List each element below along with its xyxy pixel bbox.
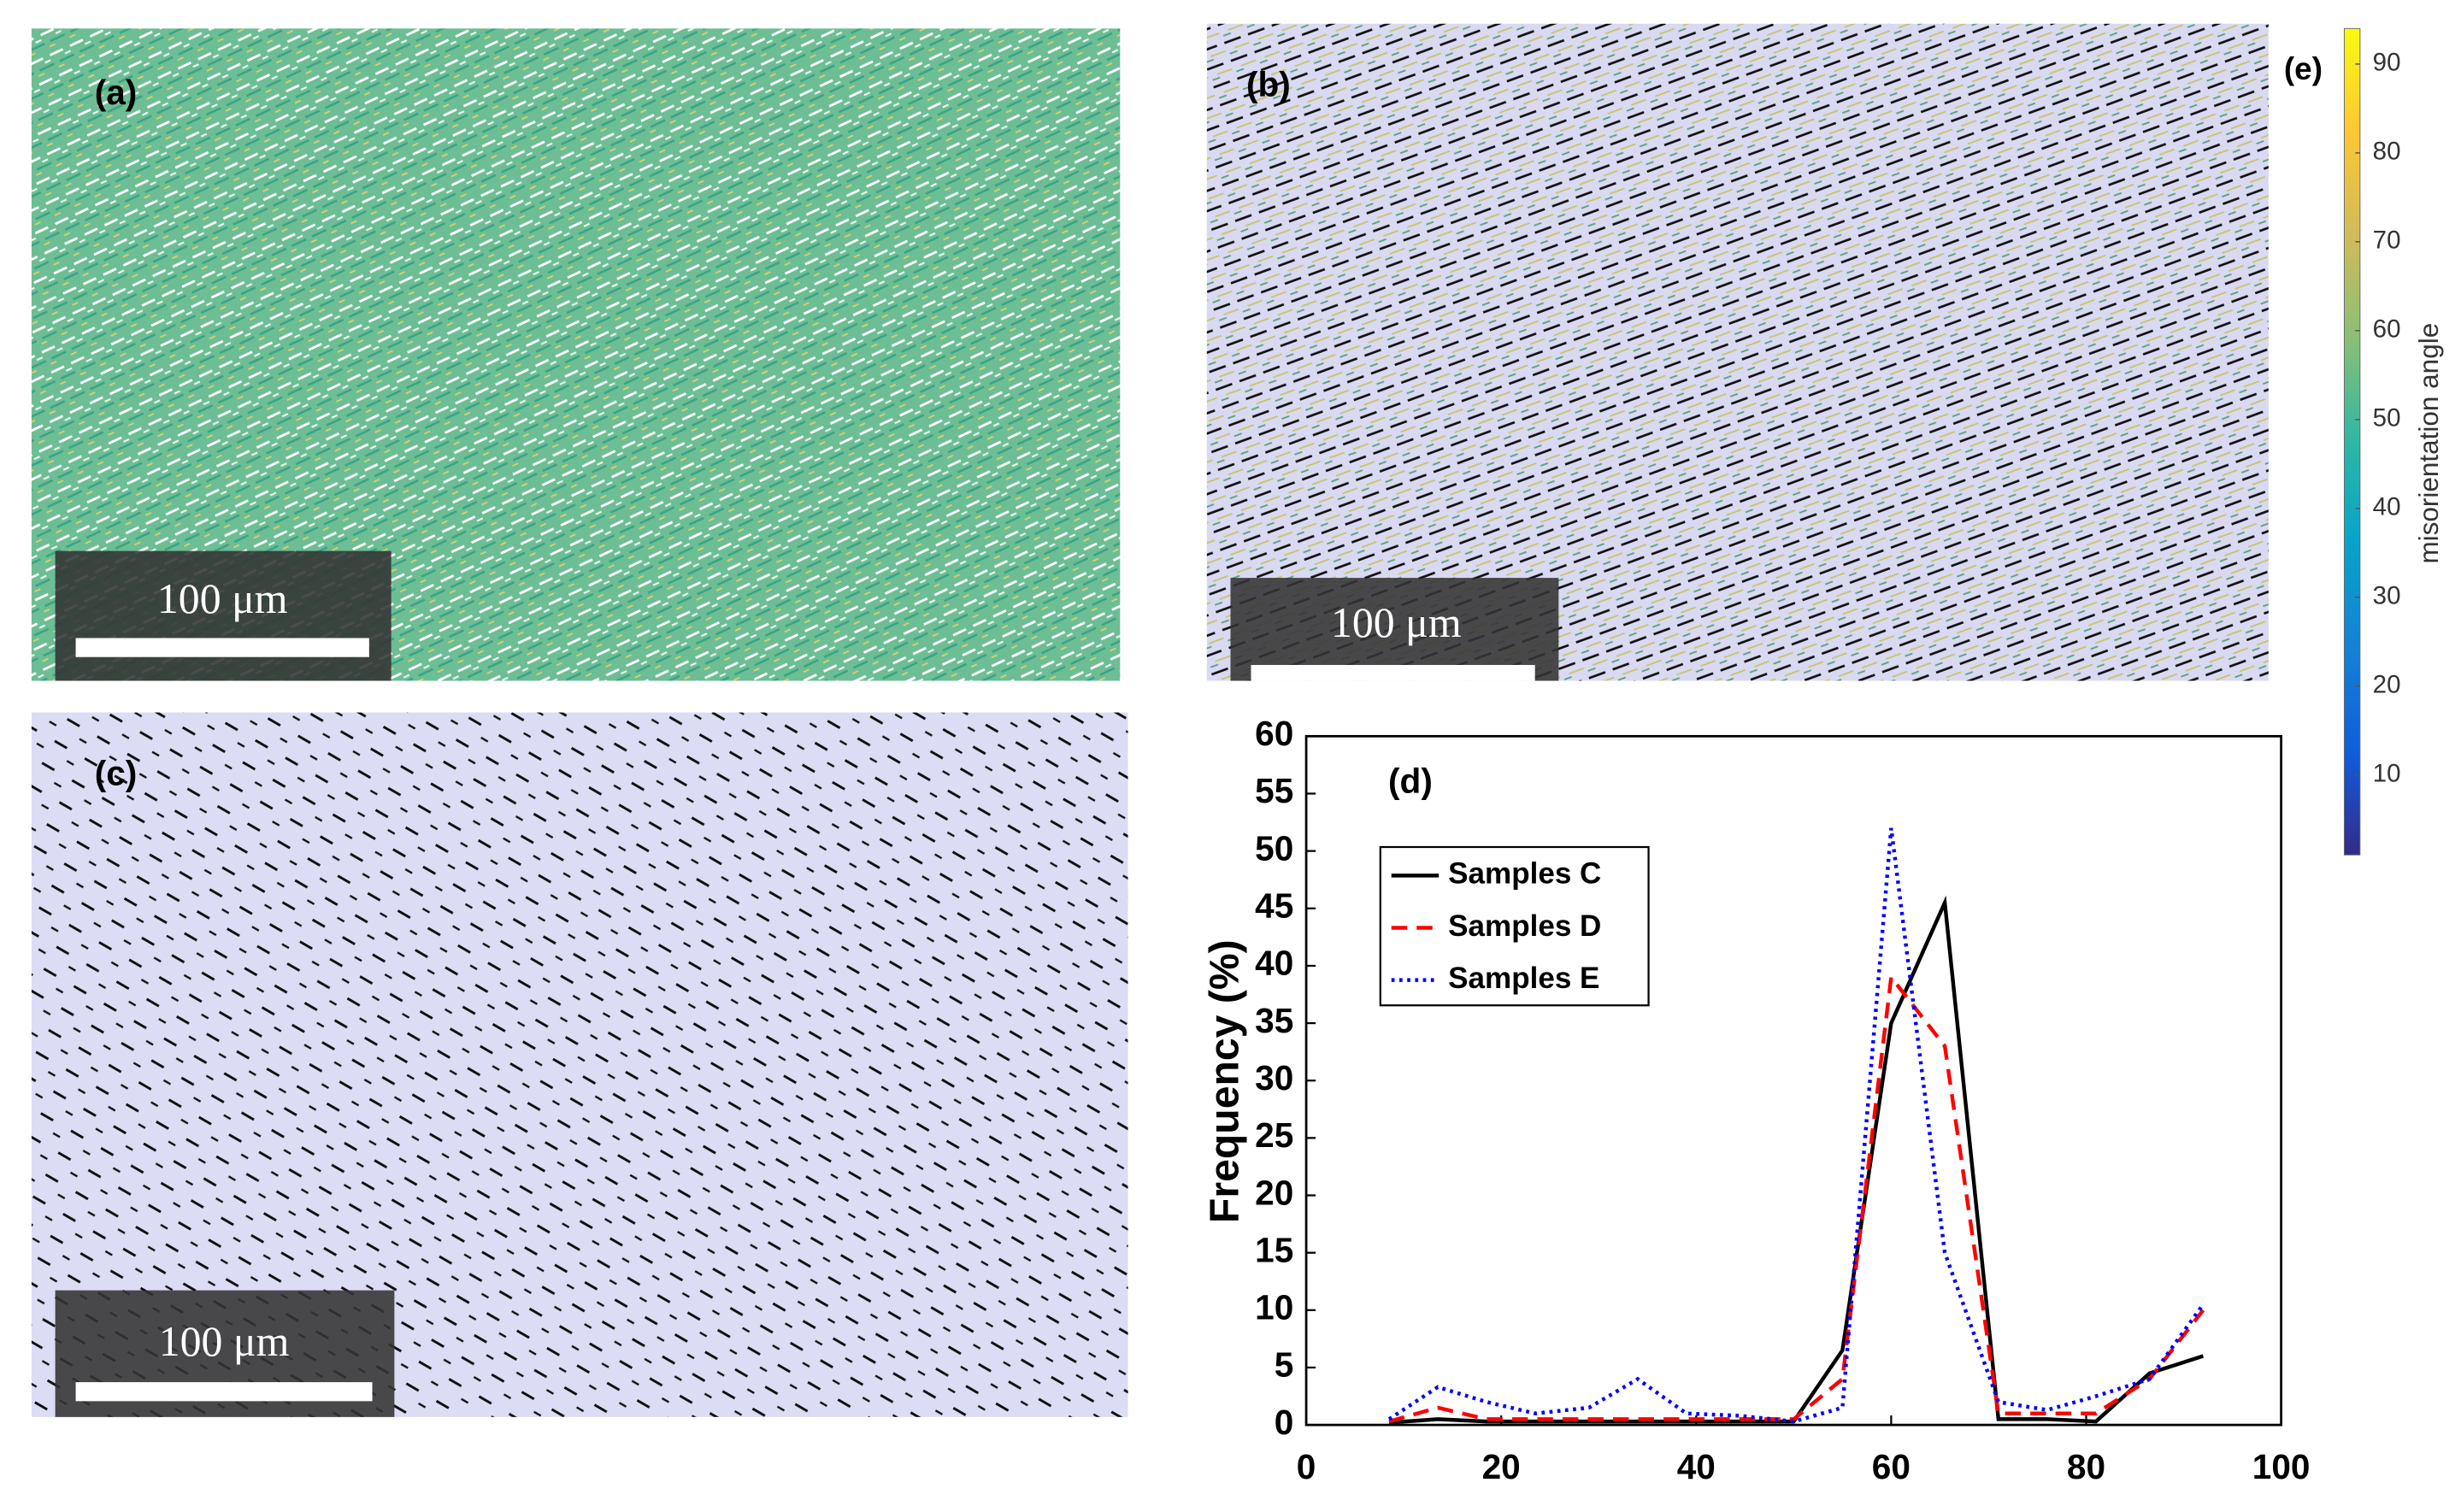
x-tick-label: 40 bbox=[1677, 1447, 1716, 1486]
panel-label: (b) bbox=[1246, 65, 1291, 104]
y-axis-label: Frequency (%) bbox=[1202, 939, 1248, 1223]
legend-label: Samples C bbox=[1448, 857, 1601, 891]
map-b bbox=[1206, 23, 2269, 681]
scale-bar bbox=[75, 638, 369, 657]
scale-text: 100 μm bbox=[1331, 599, 1462, 646]
colorbar-title: misorientation angle bbox=[2414, 323, 2444, 564]
colorbar-ticks: 10 20 30 40 50 60 70 80 90 bbox=[2355, 49, 2400, 788]
scale-text: 100 μm bbox=[157, 575, 288, 622]
colorbar-tick-label: 40 bbox=[2373, 493, 2401, 521]
panel-label: (c) bbox=[95, 753, 138, 792]
colorbar-tick-label: 20 bbox=[2373, 671, 2401, 699]
y-tick-label: 55 bbox=[1255, 771, 1293, 810]
colorbar-tick-label: 50 bbox=[2373, 404, 2401, 432]
y-tick-label: 35 bbox=[1255, 1001, 1293, 1040]
series-line bbox=[1388, 895, 2205, 1425]
panel-label: (a) bbox=[95, 73, 138, 112]
colorbar-tick-label: 30 bbox=[2373, 582, 2401, 610]
colorbar-tick-label: 90 bbox=[2373, 49, 2401, 77]
y-tick-label: 30 bbox=[1255, 1058, 1293, 1097]
x-tick-label: 100 bbox=[2252, 1447, 2311, 1486]
colorbar-tick-label: 80 bbox=[2373, 138, 2401, 166]
y-tick-label: 50 bbox=[1255, 828, 1293, 868]
panel-label: (e) bbox=[2284, 51, 2323, 86]
scale-text: 100 μm bbox=[159, 1318, 290, 1365]
y-tick-label: 60 bbox=[1255, 714, 1293, 753]
x-tick-label: 20 bbox=[1482, 1447, 1521, 1486]
scale-box bbox=[1230, 578, 1559, 681]
y-tick-label: 20 bbox=[1255, 1173, 1293, 1212]
y-tick-label: 25 bbox=[1255, 1115, 1293, 1155]
y-tick-label: 45 bbox=[1255, 885, 1293, 925]
series-line bbox=[1388, 972, 2205, 1424]
scale-bar bbox=[1251, 664, 1535, 681]
scale-box bbox=[55, 550, 392, 681]
colorbar bbox=[2343, 27, 2361, 856]
colorbar-tick-label: 10 bbox=[2373, 759, 2401, 787]
y-tick-label: 0 bbox=[1275, 1403, 1294, 1442]
chart-title: (d) bbox=[1388, 762, 1433, 801]
y-tick-label: 10 bbox=[1255, 1288, 1293, 1327]
legend-label: Samples D bbox=[1448, 909, 1601, 943]
x-tick-label: 60 bbox=[1872, 1447, 1911, 1486]
legend-entries: Samples C Samples D Samples E bbox=[1391, 857, 1601, 995]
x-tick-label: 80 bbox=[2067, 1447, 2105, 1486]
colorbar-tick-label: 60 bbox=[2373, 315, 2401, 344]
chart: 0 20 40 60 80 100 0 5 10 15 20 25 30 35 40 45 50 55 60 bbox=[1255, 714, 2310, 1486]
y-tick-label: 5 bbox=[1275, 1345, 1294, 1385]
plot-area bbox=[1304, 734, 2282, 1427]
scale-bar bbox=[75, 1382, 373, 1402]
series-line bbox=[1387, 827, 2205, 1424]
x-tick-label: 0 bbox=[1297, 1447, 1316, 1486]
colorbar-tick-label: 70 bbox=[2373, 227, 2401, 255]
y-tick-label: 40 bbox=[1255, 944, 1293, 983]
y-tick-label: 15 bbox=[1255, 1230, 1293, 1269]
legend-label: Samples E bbox=[1448, 962, 1599, 995]
